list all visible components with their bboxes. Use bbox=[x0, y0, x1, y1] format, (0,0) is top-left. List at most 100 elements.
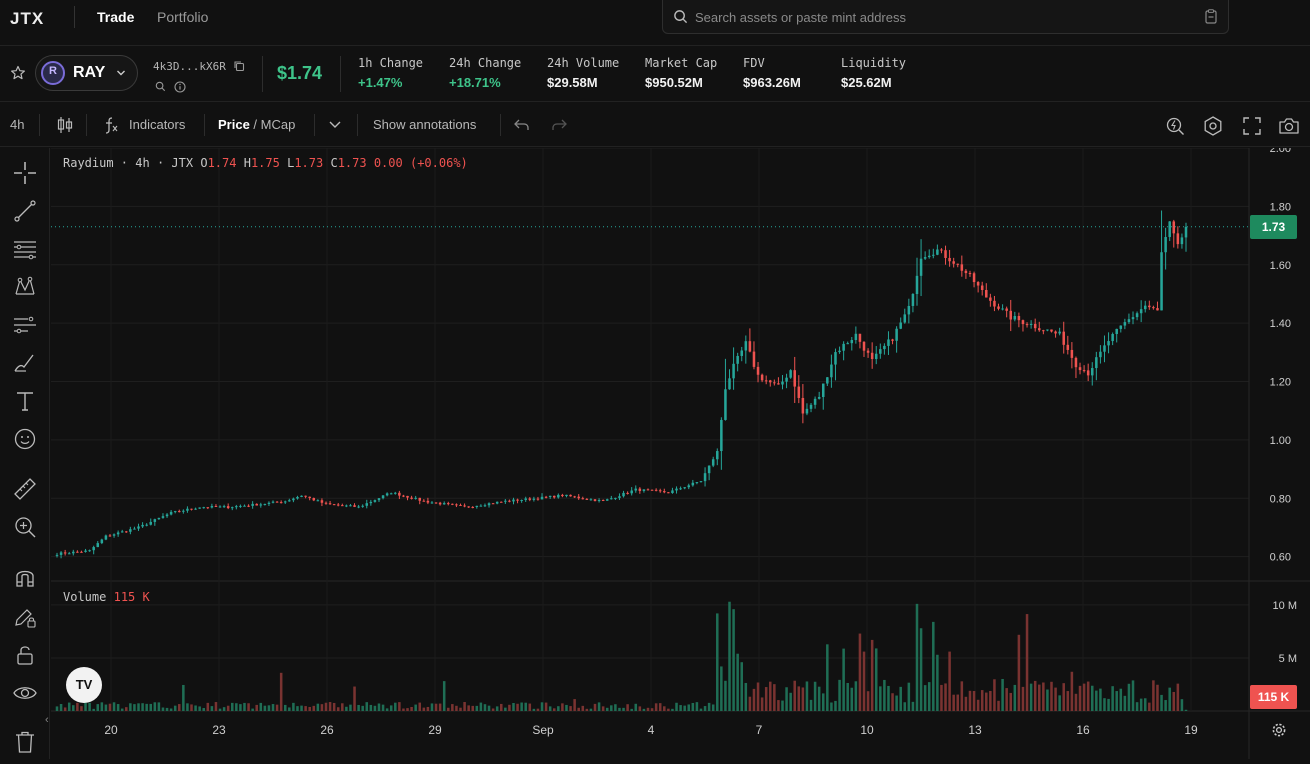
settings-icon[interactable] bbox=[1202, 115, 1224, 137]
header-divider bbox=[262, 56, 263, 92]
y-tick-label: 1.20 bbox=[1270, 377, 1291, 389]
candle-body bbox=[500, 501, 503, 503]
volume-bar bbox=[369, 704, 373, 711]
tab-trade[interactable]: Trade bbox=[97, 9, 135, 25]
candle-body bbox=[275, 501, 279, 503]
search-box[interactable] bbox=[662, 0, 1229, 34]
interval-selector[interactable]: 4h bbox=[10, 117, 25, 132]
tab-portfolio[interactable]: Portfolio bbox=[157, 9, 209, 25]
candle-body bbox=[675, 488, 678, 491]
mcap-option[interactable]: MCap bbox=[260, 117, 296, 132]
fullscreen-icon[interactable] bbox=[1241, 115, 1263, 137]
gear-icon[interactable] bbox=[1271, 722, 1287, 738]
volume-bar bbox=[243, 702, 246, 711]
candle-body bbox=[1123, 322, 1127, 326]
stat-label: Liquidity bbox=[841, 56, 907, 70]
stat-value: $963.26M bbox=[743, 75, 801, 90]
emoji-icon[interactable] bbox=[12, 426, 38, 452]
candle-body bbox=[944, 250, 947, 258]
candle-body bbox=[279, 502, 283, 504]
brush-icon[interactable] bbox=[12, 350, 38, 376]
candle-body bbox=[214, 506, 218, 508]
candle-body bbox=[447, 503, 450, 505]
volume-bar bbox=[271, 704, 275, 711]
show-annotations-button[interactable]: Show annotations bbox=[373, 117, 477, 132]
lock-icon[interactable] bbox=[12, 642, 38, 668]
legend-interval: 4h bbox=[135, 156, 150, 170]
volume-bar bbox=[809, 699, 813, 711]
copy-icon[interactable] bbox=[233, 60, 245, 72]
price-option[interactable]: Price bbox=[218, 117, 250, 132]
candle-body bbox=[406, 495, 409, 498]
lock-pencil-icon[interactable] bbox=[12, 604, 38, 630]
candle-body bbox=[601, 499, 605, 501]
star-icon[interactable] bbox=[10, 65, 26, 81]
candle-body bbox=[88, 550, 91, 552]
candle-body bbox=[548, 495, 552, 497]
volume-bar bbox=[736, 653, 739, 711]
toolbar-divider bbox=[500, 114, 501, 136]
tradingview-logo[interactable]: TV bbox=[66, 667, 102, 703]
chevron-down-icon[interactable] bbox=[328, 119, 342, 131]
volume-bar bbox=[406, 708, 409, 711]
volume-bar bbox=[422, 707, 426, 711]
volume-bar bbox=[1148, 702, 1151, 711]
search-input[interactable] bbox=[695, 8, 1195, 26]
candle-body bbox=[438, 502, 442, 505]
price-chart[interactable]: 2.00 1.80 1.60 1.40 1.20 1.00 0.80 0.60 10 M 5 M 2… bbox=[45, 143, 1310, 759]
candle-body bbox=[879, 349, 882, 354]
volume-bar bbox=[149, 703, 153, 711]
app-logo[interactable]: JTX bbox=[10, 9, 45, 28]
magnet-icon[interactable] bbox=[12, 564, 38, 590]
redo-icon[interactable] bbox=[550, 117, 568, 133]
fx-icon[interactable] bbox=[103, 115, 119, 135]
volume-bar bbox=[650, 708, 654, 711]
volume-bar bbox=[1143, 698, 1147, 711]
volume-bar bbox=[398, 702, 401, 711]
candle-body bbox=[956, 263, 960, 265]
price-mcap-toggle[interactable]: Price / MCap bbox=[218, 117, 295, 132]
collapse-toolbar-icon[interactable]: ‹ bbox=[45, 714, 49, 726]
candle-body bbox=[899, 322, 902, 329]
paste-icon[interactable] bbox=[1204, 9, 1218, 24]
candle-body bbox=[475, 505, 479, 508]
token-selector[interactable]: R RAY bbox=[35, 55, 138, 91]
indicators-button[interactable]: Indicators bbox=[129, 117, 186, 132]
fib-lines-icon[interactable] bbox=[12, 236, 38, 262]
volume-bar bbox=[972, 690, 976, 711]
volume-bar bbox=[72, 705, 75, 711]
quick-search-icon[interactable] bbox=[1164, 115, 1186, 137]
pattern-icon[interactable] bbox=[12, 274, 38, 300]
candle-body bbox=[430, 502, 434, 504]
chart-canvas[interactable]: 2.00 1.80 1.60 1.40 1.20 1.00 0.80 0.60 10 M 5 M 2… bbox=[51, 143, 1310, 759]
candles-icon[interactable] bbox=[56, 115, 74, 135]
candle-body bbox=[610, 498, 613, 500]
info-icon[interactable] bbox=[174, 81, 186, 93]
zoom-in-icon[interactable] bbox=[12, 514, 38, 540]
text-icon[interactable] bbox=[12, 388, 38, 414]
volume-bar bbox=[1119, 688, 1123, 711]
volume-bar bbox=[165, 707, 169, 711]
eye-icon[interactable] bbox=[12, 680, 38, 706]
volume-bar bbox=[235, 703, 238, 711]
trendline-icon[interactable] bbox=[12, 198, 38, 224]
projection-icon[interactable] bbox=[12, 312, 38, 338]
candle-body bbox=[907, 305, 911, 315]
candle-body bbox=[972, 273, 976, 283]
search-icon[interactable] bbox=[155, 81, 166, 92]
volume-bar bbox=[283, 704, 287, 711]
volume-bar bbox=[891, 693, 894, 711]
trash-icon[interactable] bbox=[12, 730, 38, 754]
candle-body bbox=[1017, 316, 1021, 321]
ruler-icon[interactable] bbox=[12, 476, 38, 502]
token-symbol: RAY bbox=[73, 64, 106, 81]
volume-bar bbox=[1180, 699, 1184, 711]
volume-bar bbox=[826, 644, 829, 711]
volume-bar bbox=[993, 679, 996, 711]
candle-body bbox=[565, 494, 568, 497]
volume-bar bbox=[76, 702, 79, 711]
undo-icon[interactable] bbox=[513, 117, 531, 133]
camera-icon[interactable] bbox=[1277, 115, 1301, 137]
candle-body bbox=[512, 499, 515, 502]
crosshair-icon[interactable] bbox=[12, 160, 38, 186]
